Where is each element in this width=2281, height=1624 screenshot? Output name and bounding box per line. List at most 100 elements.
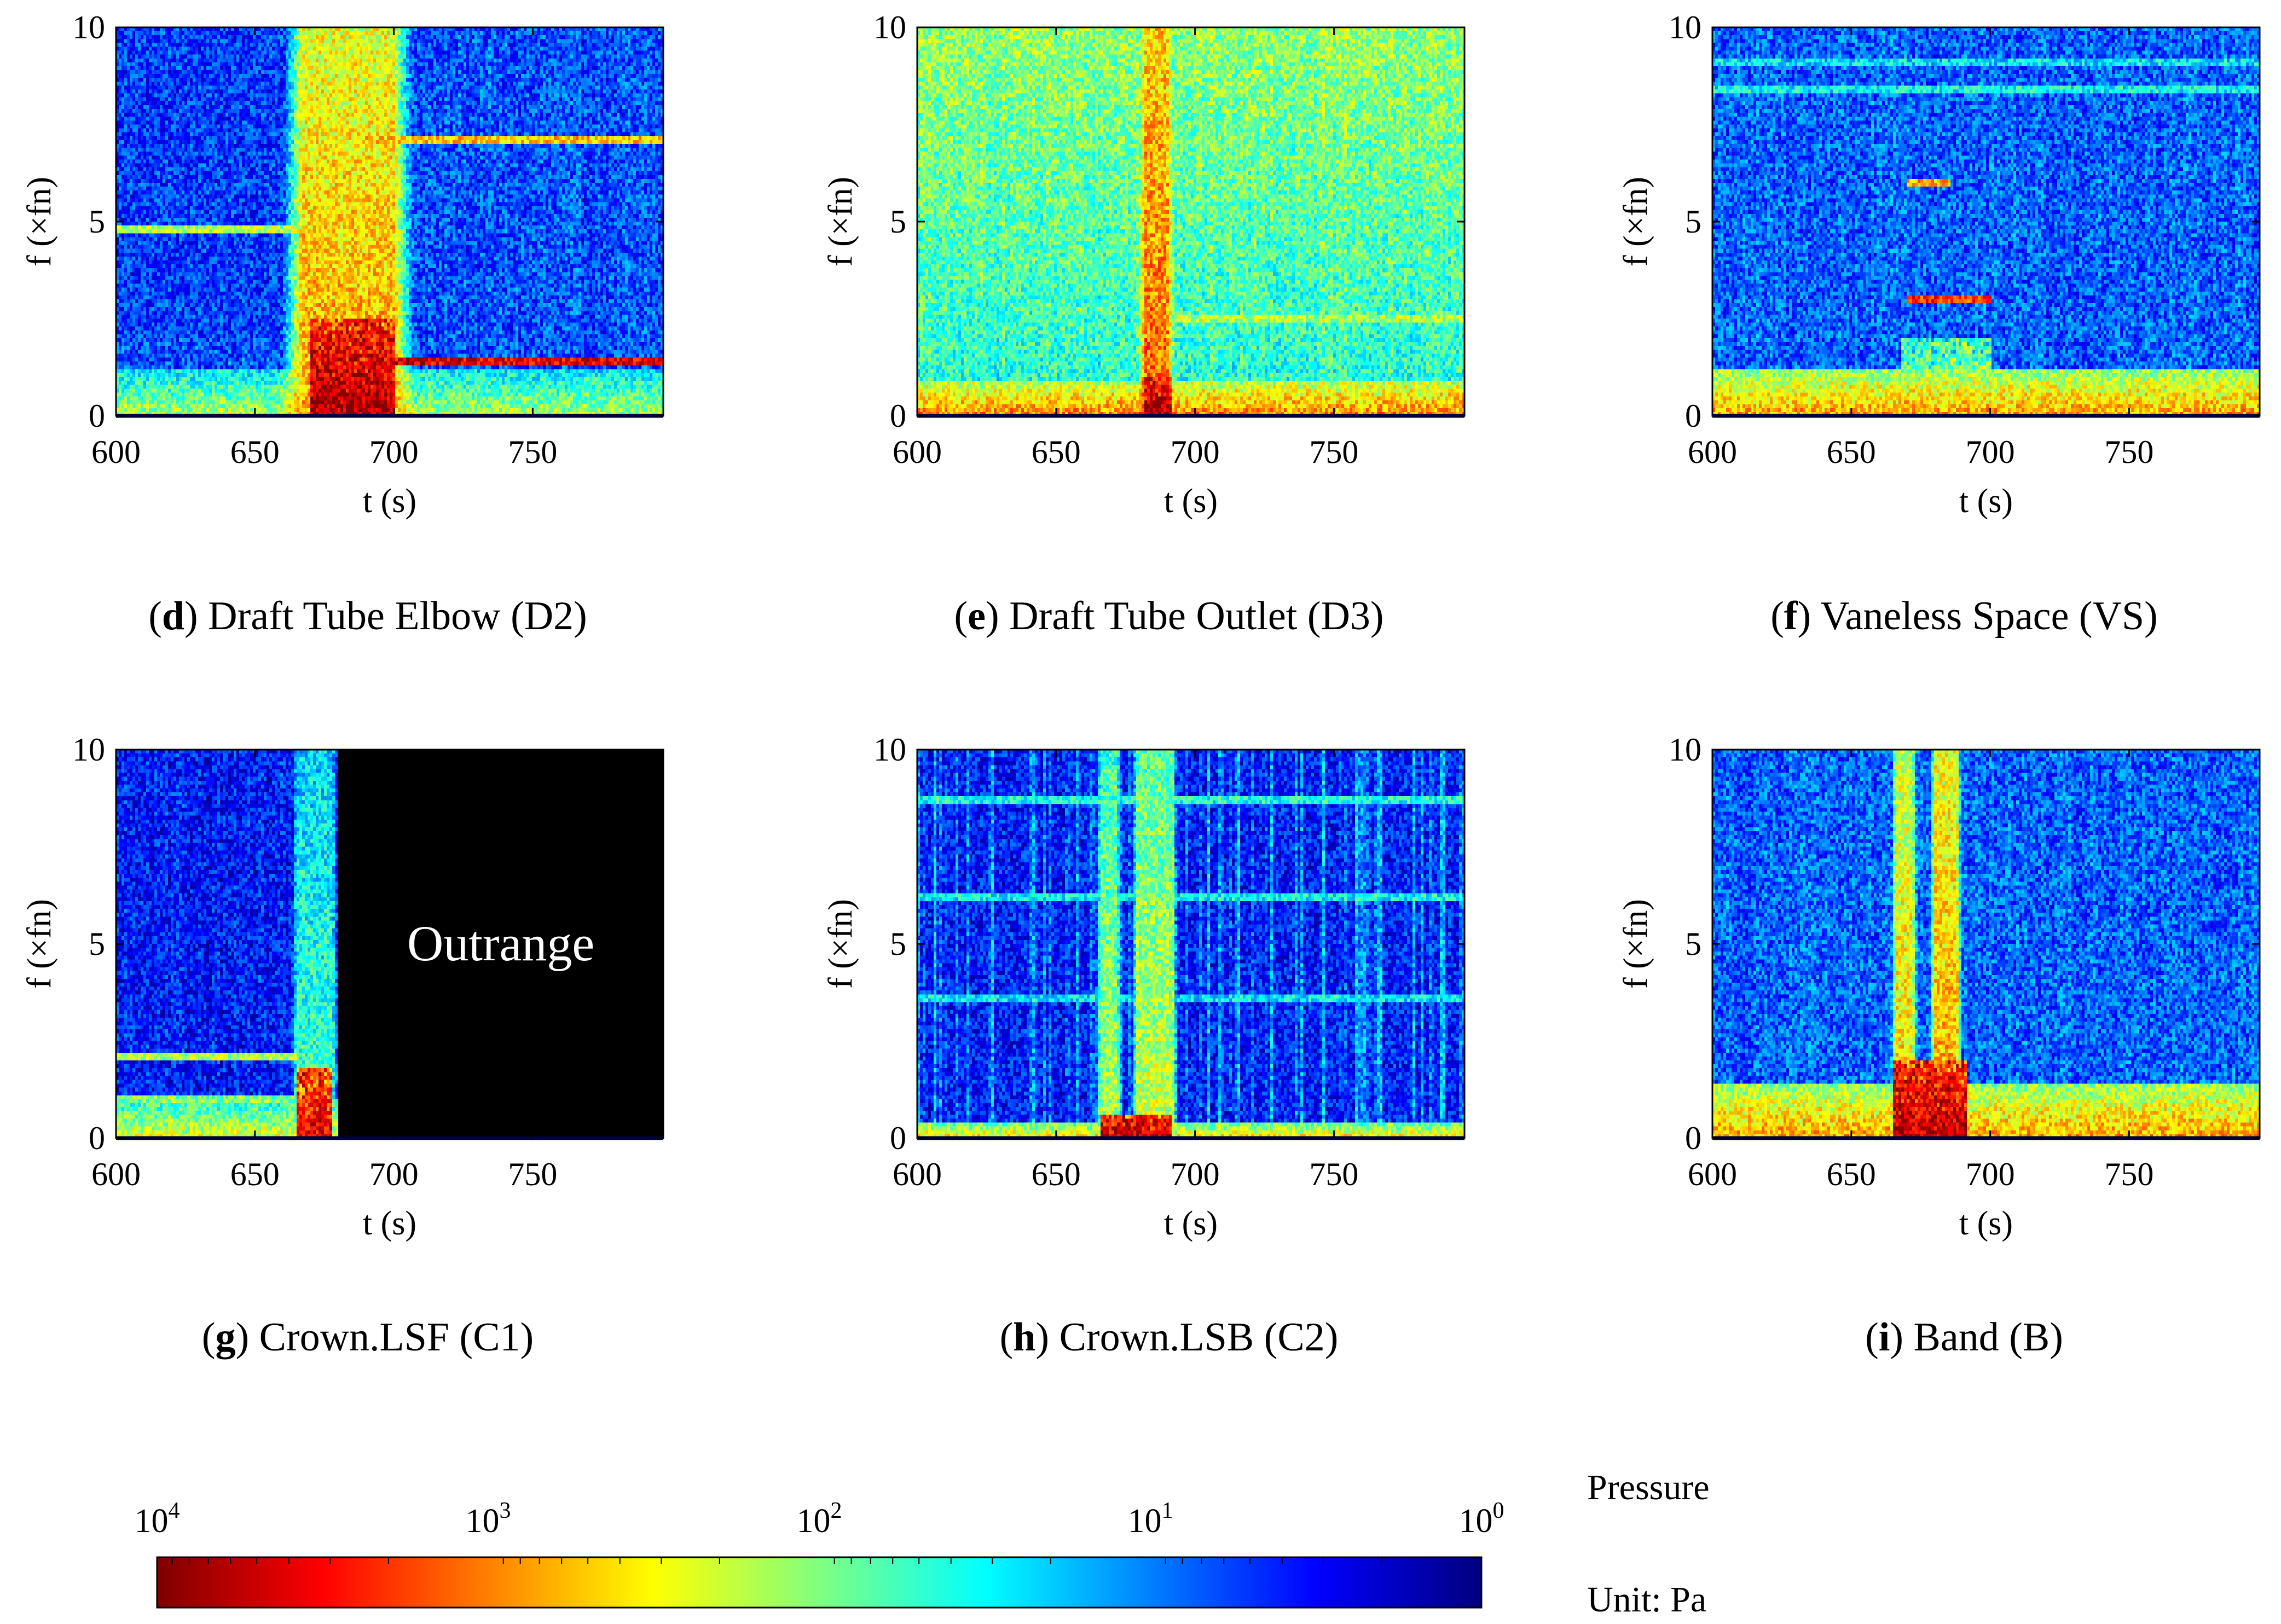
y-tick-label: 5 bbox=[89, 926, 105, 962]
panel-caption: (i) Band (B) bbox=[1865, 1315, 2063, 1360]
y-axis-label: f (×fn) bbox=[822, 899, 859, 989]
x-tick-label: 700 bbox=[369, 434, 419, 470]
colorbar-tick-label: 104 bbox=[135, 1498, 180, 1540]
outrange-label: Outrange bbox=[407, 915, 594, 971]
panel-f: 600 650 700 750 0 5 10 t (s) f (×fn) (f) Vaneless… bbox=[1617, 9, 2261, 639]
outrange-block bbox=[338, 750, 663, 1138]
y-tick-label: 10 bbox=[873, 9, 906, 45]
caption-text: ) Band (B) bbox=[1890, 1315, 2063, 1360]
panel-caption: (e) Draft Tube Outlet (D3) bbox=[954, 594, 1383, 639]
colorbar-bar bbox=[156, 1556, 1483, 1609]
colorbar-ticks: 104 103 102 101 100 bbox=[135, 1498, 1504, 1564]
tick-exponent: 0 bbox=[1493, 1498, 1504, 1523]
caption-open-paren: ( bbox=[1865, 1315, 1879, 1360]
y-tick-label: 5 bbox=[89, 204, 105, 240]
y-tick-label: 10 bbox=[72, 9, 105, 45]
x-tick-label: 600 bbox=[1688, 1156, 1737, 1192]
x-tick-label: 650 bbox=[1827, 434, 1876, 470]
tick-exponent: 4 bbox=[169, 1498, 180, 1523]
x-axis-label: t (s) bbox=[363, 1205, 416, 1242]
y-axis-label: f (×fn) bbox=[1617, 899, 1654, 989]
y-tick-label: 10 bbox=[1669, 9, 1701, 45]
x-tick-label: 750 bbox=[2104, 434, 2153, 470]
caption-open-paren: ( bbox=[148, 594, 162, 639]
caption-letter: d bbox=[162, 594, 184, 639]
colorbar-tick: 104 bbox=[135, 1498, 180, 1540]
heatmap-image bbox=[1712, 27, 2260, 416]
y-axis-label: f (×fn) bbox=[822, 177, 859, 266]
colorbar-tick: 100 bbox=[1459, 1498, 1504, 1540]
tick-exponent: 3 bbox=[500, 1498, 511, 1523]
heatmap-image bbox=[116, 27, 663, 416]
x-tick-label: 750 bbox=[508, 1156, 557, 1192]
x-tick-label: 750 bbox=[1309, 1156, 1358, 1192]
panel-caption: (h) Crown.LSB (C2) bbox=[1000, 1315, 1339, 1360]
y-tick-label: 0 bbox=[890, 398, 906, 434]
caption-letter: e bbox=[968, 594, 986, 639]
x-tick-label: 650 bbox=[1032, 434, 1081, 470]
caption-letter: f bbox=[1784, 594, 1798, 639]
x-tick-label: 700 bbox=[1966, 1156, 2015, 1192]
tick-base: 10 bbox=[466, 1503, 500, 1540]
y-tick-label: 10 bbox=[873, 732, 906, 768]
caption-open-paren: ( bbox=[1000, 1315, 1014, 1360]
x-tick-label: 700 bbox=[1171, 1156, 1220, 1192]
colorbar-tick-label: 100 bbox=[1459, 1498, 1504, 1540]
tick-exponent: 1 bbox=[1162, 1498, 1173, 1523]
colorbar-tick: 102 bbox=[797, 1498, 842, 1540]
y-tick-label: 0 bbox=[89, 398, 105, 434]
x-tick-label: 650 bbox=[1827, 1156, 1876, 1192]
y-tick-label: 0 bbox=[89, 1120, 105, 1156]
colorbar-title: Pressure bbox=[1587, 1468, 1710, 1507]
panel-caption: (d) Draft Tube Elbow (D2) bbox=[148, 594, 587, 639]
colorbar-tick: 103 bbox=[466, 1498, 511, 1540]
panel-h: 600 650 700 750 0 5 10 t (s) f (×fn) (h) Crown.LS… bbox=[822, 732, 1466, 1360]
colorbar-tick: 101 bbox=[1128, 1498, 1173, 1540]
x-axis-label: t (s) bbox=[1164, 483, 1218, 520]
colorbar-tick-label: 101 bbox=[1128, 1498, 1173, 1540]
tick-base: 10 bbox=[135, 1503, 169, 1540]
caption-letter: g bbox=[215, 1315, 235, 1360]
x-tick-label: 750 bbox=[2104, 1156, 2153, 1192]
y-tick-label: 0 bbox=[890, 1120, 906, 1156]
tick-exponent: 2 bbox=[831, 1498, 842, 1523]
y-tick-label: 5 bbox=[890, 926, 906, 962]
x-tick-label: 700 bbox=[1171, 434, 1220, 470]
x-tick-label: 700 bbox=[369, 1156, 419, 1192]
x-tick-label: 650 bbox=[230, 434, 280, 470]
y-axis-label: f (×fn) bbox=[1617, 177, 1654, 266]
heatmap-image bbox=[917, 27, 1464, 416]
x-tick-label: 600 bbox=[893, 434, 942, 470]
caption-text: ) Draft Tube Elbow (D2) bbox=[184, 594, 587, 639]
x-tick-label: 700 bbox=[1966, 434, 2015, 470]
colorbar-tick-label: 103 bbox=[466, 1498, 511, 1540]
tick-base: 10 bbox=[1128, 1503, 1162, 1540]
y-axis-label: f (×fn) bbox=[21, 177, 58, 266]
y-tick-label: 5 bbox=[890, 204, 906, 240]
tick-base: 10 bbox=[797, 1503, 831, 1540]
x-axis-label: t (s) bbox=[363, 483, 416, 520]
panel-i: 600 650 700 750 0 5 10 t (s) f (×fn) (i) Band (B) bbox=[1617, 732, 2261, 1360]
x-tick-label: 600 bbox=[91, 434, 141, 470]
panel-e: 600 650 700 750 0 5 10 t (s) f (×fn) (e) Draft Tu… bbox=[822, 9, 1466, 639]
y-tick-label: 0 bbox=[1685, 1120, 1701, 1156]
x-axis-label: t (s) bbox=[1959, 483, 2013, 520]
panel-g: Outrange 600 650 700 750 0 5 10 t (s) f (×fn) (g) … bbox=[21, 732, 664, 1360]
caption-open-paren: ( bbox=[1770, 594, 1784, 639]
tick-base: 10 bbox=[1459, 1503, 1493, 1540]
colorbar: 104 103 102 101 100 Pressure Unit: Pa bbox=[135, 1468, 1710, 1620]
heatmap-image bbox=[917, 750, 1464, 1138]
colorbar-unit: Unit: Pa bbox=[1587, 1580, 1706, 1620]
x-tick-label: 650 bbox=[230, 1156, 280, 1192]
caption-open-paren: ( bbox=[954, 594, 968, 639]
caption-text: ) Vaneless Space (VS) bbox=[1798, 594, 2158, 639]
x-tick-label: 750 bbox=[1309, 434, 1358, 470]
x-tick-label: 650 bbox=[1032, 1156, 1081, 1192]
y-tick-label: 10 bbox=[72, 732, 105, 768]
y-tick-label: 5 bbox=[1685, 926, 1701, 962]
panel-d: 600 650 700 750 0 5 10 t (s) f (×fn) (d) Draft Tu… bbox=[21, 9, 664, 639]
y-axis-label: f (×fn) bbox=[21, 899, 58, 989]
panel-caption: (f) Vaneless Space (VS) bbox=[1770, 594, 2158, 639]
